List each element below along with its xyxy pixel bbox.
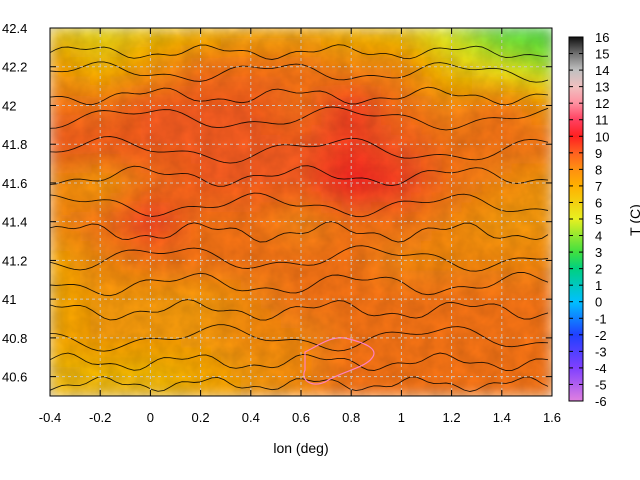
- colorbar-tick-label: 2: [595, 262, 602, 277]
- y-tick-label: 42.2: [2, 60, 27, 75]
- isotherm-contour: [50, 324, 549, 352]
- colorbar-tick-label: 11: [595, 113, 609, 128]
- isotherm-contour: [50, 136, 549, 164]
- isotherm-contour: [50, 221, 549, 243]
- isotherm-contour: [50, 61, 549, 83]
- colorbar-tick-label: 14: [595, 63, 609, 78]
- x-tick-label: 0: [147, 410, 154, 425]
- isotherm-contour: [50, 86, 549, 106]
- x-axis-title: lon (deg): [273, 440, 328, 456]
- colorbar-tick-label: 9: [595, 146, 602, 161]
- x-tick-label: 0.4: [242, 410, 260, 425]
- colorbar-tick-label: -6: [595, 394, 607, 409]
- colorbar-tick-label: 16: [595, 30, 609, 45]
- y-tick-label: 41.8: [2, 137, 27, 152]
- colorbar-tick-label: -2: [595, 328, 607, 343]
- x-tick-label: -0.4: [39, 410, 61, 425]
- x-tick-label: 1.2: [443, 410, 461, 425]
- colorbar-tick-label: -1: [595, 311, 607, 326]
- x-tick-label: 0.8: [342, 410, 360, 425]
- colorbar-tick-label: 1: [595, 278, 602, 293]
- isotherm-contour: [50, 299, 549, 321]
- colorbar-tick-label: 15: [595, 47, 609, 62]
- x-tick-label: 0.6: [292, 410, 310, 425]
- colorbar-tick-label: 13: [595, 80, 609, 95]
- grid-lines: [50, 28, 552, 396]
- colorbar-tick-label: 10: [595, 129, 609, 144]
- isotherm-contour: [50, 44, 549, 60]
- y-tick-label: 42.4: [2, 21, 27, 36]
- y-tick-label: 40.8: [2, 331, 27, 346]
- y-tick-label: 42: [2, 98, 16, 113]
- isotherm-contour: [50, 106, 549, 131]
- isotherm-contour: [50, 271, 549, 297]
- x-tick-label: 1.4: [493, 410, 511, 425]
- colorbar-tick-label: 12: [595, 96, 609, 111]
- isotherm-contour: [50, 165, 549, 187]
- isotherm-contour: [50, 192, 549, 218]
- x-tick-label: 0.2: [192, 410, 210, 425]
- isotherm-contour-pink: [303, 337, 375, 385]
- colorbar-tick-label: 4: [595, 229, 602, 244]
- colorbar-tick-label: 3: [595, 245, 602, 260]
- colorbar-tick-label: 7: [595, 179, 602, 194]
- y-tick-label: 41.6: [2, 176, 27, 191]
- x-tick-label: -0.2: [89, 410, 111, 425]
- colorbar-tick-label: -4: [595, 361, 607, 376]
- y-axis: 40.6 40.8 41 41.2 41.4 41.6 41.8 42 42.2 42.4: [2, 21, 552, 385]
- colorbar-tick-label: -5: [595, 377, 607, 392]
- y-tick-label: 41.4: [2, 215, 27, 230]
- y-tick-label: 41.2: [2, 253, 27, 268]
- x-tick-label: 1.6: [543, 410, 561, 425]
- colorbar-tick-label: 8: [595, 162, 602, 177]
- isotherm-contours: [50, 44, 549, 392]
- y-tick-label: 40.6: [2, 370, 27, 385]
- isotherm-contour: [50, 352, 549, 371]
- colorbar-tick-label: 5: [595, 212, 602, 227]
- colorbar-tick-label: 0: [595, 295, 602, 310]
- colorbar-tick-label: 6: [595, 195, 602, 210]
- colorbar-title: T (C): [627, 204, 640, 236]
- isotherm-contour: [50, 245, 549, 272]
- isotherm-contour: [50, 376, 549, 392]
- y-tick-label: 41: [2, 292, 16, 307]
- x-tick-label: 1: [398, 410, 405, 425]
- x-axis: -0.4 -0.2 0 0.2 0.4 0.6 0.8 1 1.2 1.4 1.6: [39, 28, 561, 425]
- colorbar-tick-label: -3: [595, 344, 607, 359]
